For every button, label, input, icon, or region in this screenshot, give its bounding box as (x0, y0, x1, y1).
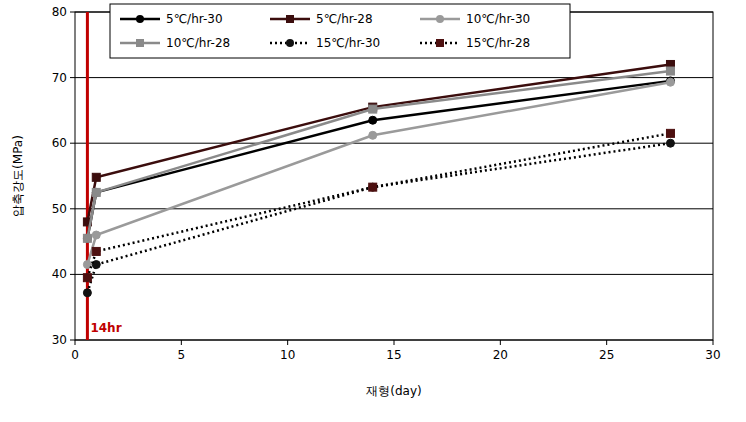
legend-label: 15℃/hr-30 (316, 36, 380, 50)
data-point (369, 116, 377, 124)
x-tick-label: 15 (386, 348, 401, 362)
data-point (83, 289, 91, 297)
y-axis-label: 압축강도(MPa) (11, 135, 25, 217)
x-tick (606, 340, 607, 345)
y-tick (70, 274, 75, 275)
plot-area (83, 12, 674, 340)
data-point (92, 231, 100, 239)
legend-marker (436, 15, 444, 23)
annotation-label: 14hr (90, 321, 121, 335)
x-tick-label: 20 (493, 348, 508, 362)
y-tick-label: 50 (52, 202, 67, 216)
data-point (92, 188, 100, 196)
legend-box (110, 4, 570, 58)
data-point (369, 183, 377, 191)
legend-marker (436, 39, 444, 47)
data-point (92, 247, 100, 255)
data-point (92, 188, 100, 196)
legend-label: 15℃/hr-28 (466, 36, 530, 50)
legend: 5℃/hr-30 5℃/hr-28 10℃/hr-30 10℃/hr-28 15℃/hr… (110, 4, 570, 58)
legend-label: 5℃/hr-28 (316, 12, 373, 26)
x-axis-label: 재형(day) (366, 384, 421, 398)
series-line (87, 143, 670, 293)
series-line (87, 81, 670, 238)
legend-marker (286, 15, 294, 23)
legend-marker (136, 15, 144, 23)
data-point (92, 261, 100, 269)
y-tick-label: 70 (52, 71, 67, 85)
data-point (83, 274, 91, 282)
grid-line (75, 274, 713, 275)
x-tick-label: 5 (178, 348, 186, 362)
data-point (666, 67, 674, 75)
y-tick (70, 77, 75, 78)
data-point (369, 131, 377, 139)
y-tick (70, 208, 75, 209)
x-tick-label: 30 (705, 348, 720, 362)
plot-frame (75, 12, 713, 340)
y-tick-label: 60 (52, 136, 67, 150)
x-tick (75, 340, 76, 345)
x-tick-label: 0 (71, 348, 79, 362)
data-point (92, 173, 100, 181)
data-point (83, 234, 91, 242)
legend-label: 10℃/hr-28 (166, 36, 230, 50)
data-point (83, 234, 91, 242)
legend-label: 5℃/hr-30 (166, 12, 223, 26)
x-tick (287, 340, 288, 345)
data-point (369, 105, 377, 113)
y-tick (70, 12, 75, 13)
data-point (666, 129, 674, 137)
x-tick (500, 340, 501, 345)
series-line (87, 64, 670, 221)
x-tick (394, 340, 395, 345)
data-point (369, 183, 377, 191)
legend-marker (136, 39, 144, 47)
legend-label: 10℃/hr-30 (466, 12, 530, 26)
series-line (87, 133, 670, 277)
y-tick-label: 80 (52, 5, 67, 19)
series-line (87, 71, 670, 238)
data-point (666, 139, 674, 147)
y-tick (70, 143, 75, 144)
x-tick-label: 25 (599, 348, 614, 362)
data-point (666, 78, 674, 86)
x-tick (181, 340, 182, 345)
chart: 30 40 50 60 70 80 0 5 10 15 20 25 30 재형(day) 압축강도(MPa)… (0, 0, 746, 422)
y-tick-label: 40 (52, 267, 67, 281)
x-tick (713, 340, 714, 345)
x-tick-label: 10 (280, 348, 295, 362)
y-tick (70, 340, 75, 341)
legend-marker (286, 39, 294, 47)
y-tick-label: 30 (52, 333, 67, 347)
